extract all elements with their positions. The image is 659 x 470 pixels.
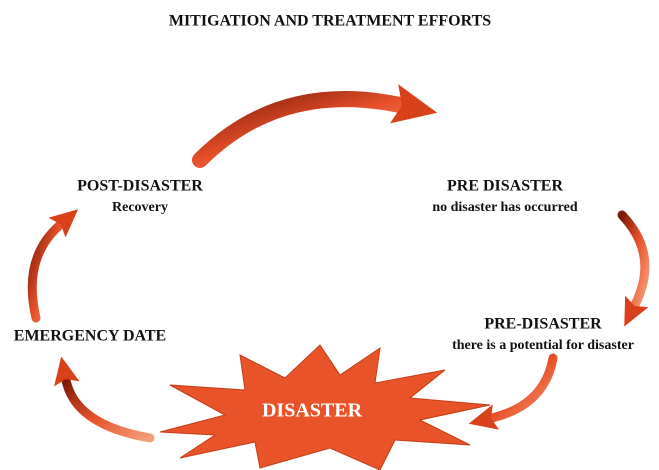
node-label: PRE DISASTER bbox=[447, 178, 563, 195]
title: MITIGATION AND TREATMENT EFFORTS bbox=[169, 13, 491, 30]
node-sublabel: Recovery bbox=[112, 200, 168, 215]
arrow bbox=[492, 358, 553, 418]
arrow bbox=[32, 225, 60, 318]
diagram: MITIGATION AND TREATMENT EFFORTS POST-DI… bbox=[0, 0, 659, 470]
node-sublabel: no disaster has occurred bbox=[432, 200, 578, 215]
arrow bbox=[622, 215, 645, 305]
node-sublabel: there is a potential for disaster bbox=[452, 338, 634, 353]
node-label: DISASTER bbox=[262, 400, 363, 422]
node-label: PRE-DISASTER bbox=[484, 316, 602, 333]
node-label: POST-DISASTER bbox=[77, 178, 203, 195]
node-label: EMERGENCY DATE bbox=[14, 328, 166, 345]
arrow bbox=[66, 380, 150, 438]
arrow bbox=[200, 99, 400, 160]
